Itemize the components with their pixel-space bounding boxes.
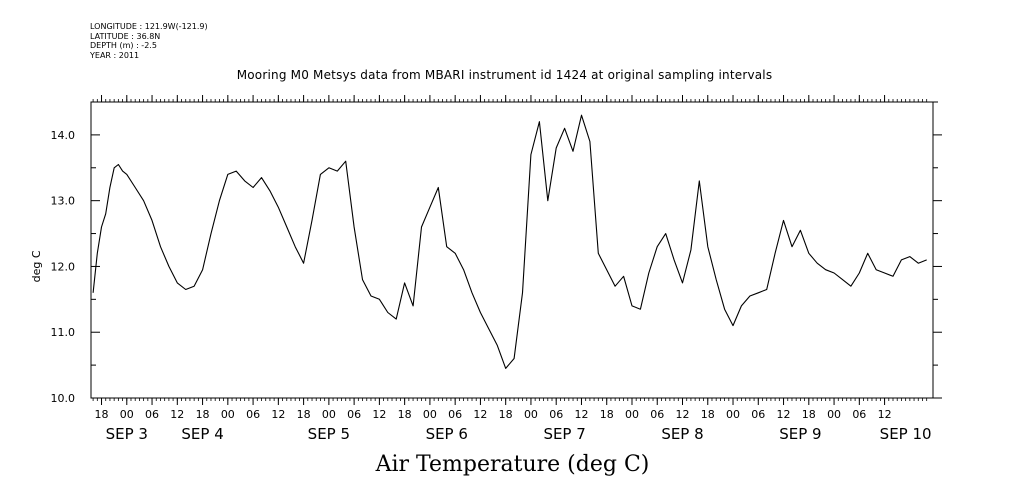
chart-title: Mooring M0 Metsys data from MBARI instru… — [236, 68, 773, 82]
x-day-label: SEP 7 — [543, 425, 585, 443]
x-tick-label: 12 — [574, 408, 588, 421]
year-label: YEAR : 2011 — [90, 50, 140, 60]
y-tick-label: 14.0 — [51, 129, 76, 142]
x-tick-label: 00 — [827, 408, 841, 421]
x-tick-label: 12 — [473, 408, 487, 421]
plot-frame — [90, 101, 934, 399]
y-tick-label: 12.0 — [51, 260, 76, 273]
x-tick-label: 06 — [751, 408, 765, 421]
latitude-label: LATITUDE : 36.8N — [90, 31, 161, 41]
x-tick-label: 12 — [777, 408, 791, 421]
x-day-label: SEP 6 — [426, 425, 468, 443]
x-tick-label: 00 — [423, 408, 437, 421]
x-tick-label: 12 — [170, 408, 184, 421]
x-tick-label: 00 — [625, 408, 639, 421]
x-axis-title: Air Temperature (deg C) — [375, 452, 650, 477]
x-tick-label: 00 — [524, 408, 538, 421]
x-tick-label: 18 — [499, 408, 513, 421]
x-day-label: SEP 9 — [779, 425, 821, 443]
x-tick-label: 18 — [95, 408, 109, 421]
x-tick-label: 00 — [221, 408, 235, 421]
x-tick-label: 18 — [196, 408, 210, 421]
x-tick-label: 12 — [372, 408, 386, 421]
series-line — [92, 114, 927, 369]
x-tick-label: 06 — [549, 408, 563, 421]
x-day-label: SEP 10 — [880, 425, 932, 443]
x-tick-label: 18 — [398, 408, 412, 421]
x-tick-label: 18 — [802, 408, 816, 421]
x-day-label: SEP 8 — [661, 425, 703, 443]
x-day-label: SEP 4 — [181, 425, 223, 443]
x-tick-label: 12 — [676, 408, 690, 421]
x-tick-label: 06 — [347, 408, 361, 421]
x-day-label: SEP 3 — [106, 425, 148, 443]
y-axis-label: deg C — [30, 250, 43, 282]
x-day-label: SEP 5 — [308, 425, 350, 443]
x-tick-label: 06 — [448, 408, 462, 421]
x-tick-label: 12 — [271, 408, 285, 421]
x-tick-label: 00 — [322, 408, 336, 421]
x-tick-label: 18 — [600, 408, 614, 421]
x-tick-label: 12 — [878, 408, 892, 421]
longitude-label: LONGITUDE : 121.9W(-121.9) — [90, 22, 208, 31]
x-tick-label: 00 — [120, 408, 134, 421]
x-tick-label: 06 — [145, 408, 159, 421]
y-tick-label: 13.0 — [51, 195, 76, 208]
x-tick-label: 06 — [650, 408, 664, 421]
x-tick-label: 06 — [246, 408, 260, 421]
x-tick-label: 00 — [726, 408, 740, 421]
y-tick-label: 10.0 — [51, 392, 76, 405]
x-tick-label: 18 — [297, 408, 311, 421]
x-tick-label: 18 — [701, 408, 715, 421]
x-tick-label: 06 — [852, 408, 866, 421]
y-tick-label: 11.0 — [51, 326, 76, 339]
metadata-block: LONGITUDE : 121.9W(-121.9) LATITUDE : 36… — [90, 22, 208, 60]
depth-label: DEPTH (m) : -2.5 — [90, 41, 157, 50]
